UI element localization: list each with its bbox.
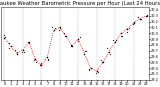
Point: [28, 41, 30, 43]
Point: [9, 45, 12, 47]
Point: [132, 23, 134, 25]
Point: [125, 31, 128, 32]
Point: [47, 58, 49, 60]
Point: [138, 18, 141, 19]
Point: [14, 50, 16, 51]
Point: [108, 51, 110, 53]
Point: [89, 68, 92, 69]
Point: [146, 15, 148, 17]
Point: [84, 50, 86, 51]
Point: [63, 33, 65, 34]
Point: [132, 22, 135, 23]
Point: [97, 71, 99, 73]
Point: [59, 27, 62, 29]
Point: [22, 49, 24, 50]
Point: [39, 64, 42, 66]
Point: [83, 53, 86, 54]
Point: [28, 43, 30, 44]
Point: [102, 62, 104, 63]
Point: [77, 41, 80, 42]
Point: [140, 18, 142, 20]
Point: [112, 39, 115, 40]
Point: [133, 21, 136, 23]
Point: [63, 35, 66, 37]
Point: [114, 41, 116, 43]
Point: [46, 56, 49, 57]
Point: [8, 43, 10, 44]
Point: [40, 63, 42, 64]
Point: [137, 17, 140, 18]
Point: [88, 69, 90, 70]
Point: [120, 35, 122, 37]
Point: [70, 45, 73, 47]
Point: [106, 48, 109, 49]
Point: [3, 34, 5, 35]
Point: [100, 60, 103, 61]
Point: [34, 61, 37, 63]
Point: [16, 52, 18, 53]
Point: [109, 53, 111, 55]
Point: [65, 35, 67, 37]
Point: [126, 28, 129, 29]
Point: [3, 37, 6, 39]
Point: [79, 36, 81, 38]
Point: [71, 45, 73, 47]
Point: [101, 61, 103, 63]
Point: [54, 27, 57, 29]
Point: [121, 35, 124, 37]
Point: [70, 44, 72, 46]
Point: [59, 27, 61, 28]
Point: [58, 30, 60, 31]
Point: [146, 15, 148, 16]
Point: [77, 38, 80, 40]
Point: [145, 15, 147, 16]
Point: [95, 70, 98, 72]
Point: [85, 50, 87, 52]
Point: [47, 59, 49, 60]
Point: [120, 33, 123, 34]
Point: [20, 51, 23, 52]
Point: [51, 27, 53, 28]
Point: [33, 60, 36, 61]
Point: [34, 59, 36, 60]
Point: [8, 48, 11, 49]
Point: [40, 65, 43, 66]
Point: [88, 70, 90, 71]
Point: [95, 72, 98, 73]
Point: [23, 51, 25, 52]
Point: [16, 53, 18, 54]
Point: [128, 27, 130, 28]
Point: [27, 41, 30, 42]
Point: [115, 40, 117, 41]
Point: [4, 37, 7, 38]
Title: Milwaukee Weather Barometric Pressure per Hour (Last 24 Hours): Milwaukee Weather Barometric Pressure pe…: [0, 1, 160, 6]
Point: [52, 30, 55, 31]
